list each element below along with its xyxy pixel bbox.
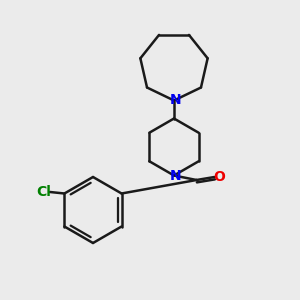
- Text: Cl: Cl: [36, 185, 51, 199]
- Text: O: O: [213, 170, 225, 184]
- Text: N: N: [170, 169, 181, 183]
- Text: N: N: [170, 94, 181, 107]
